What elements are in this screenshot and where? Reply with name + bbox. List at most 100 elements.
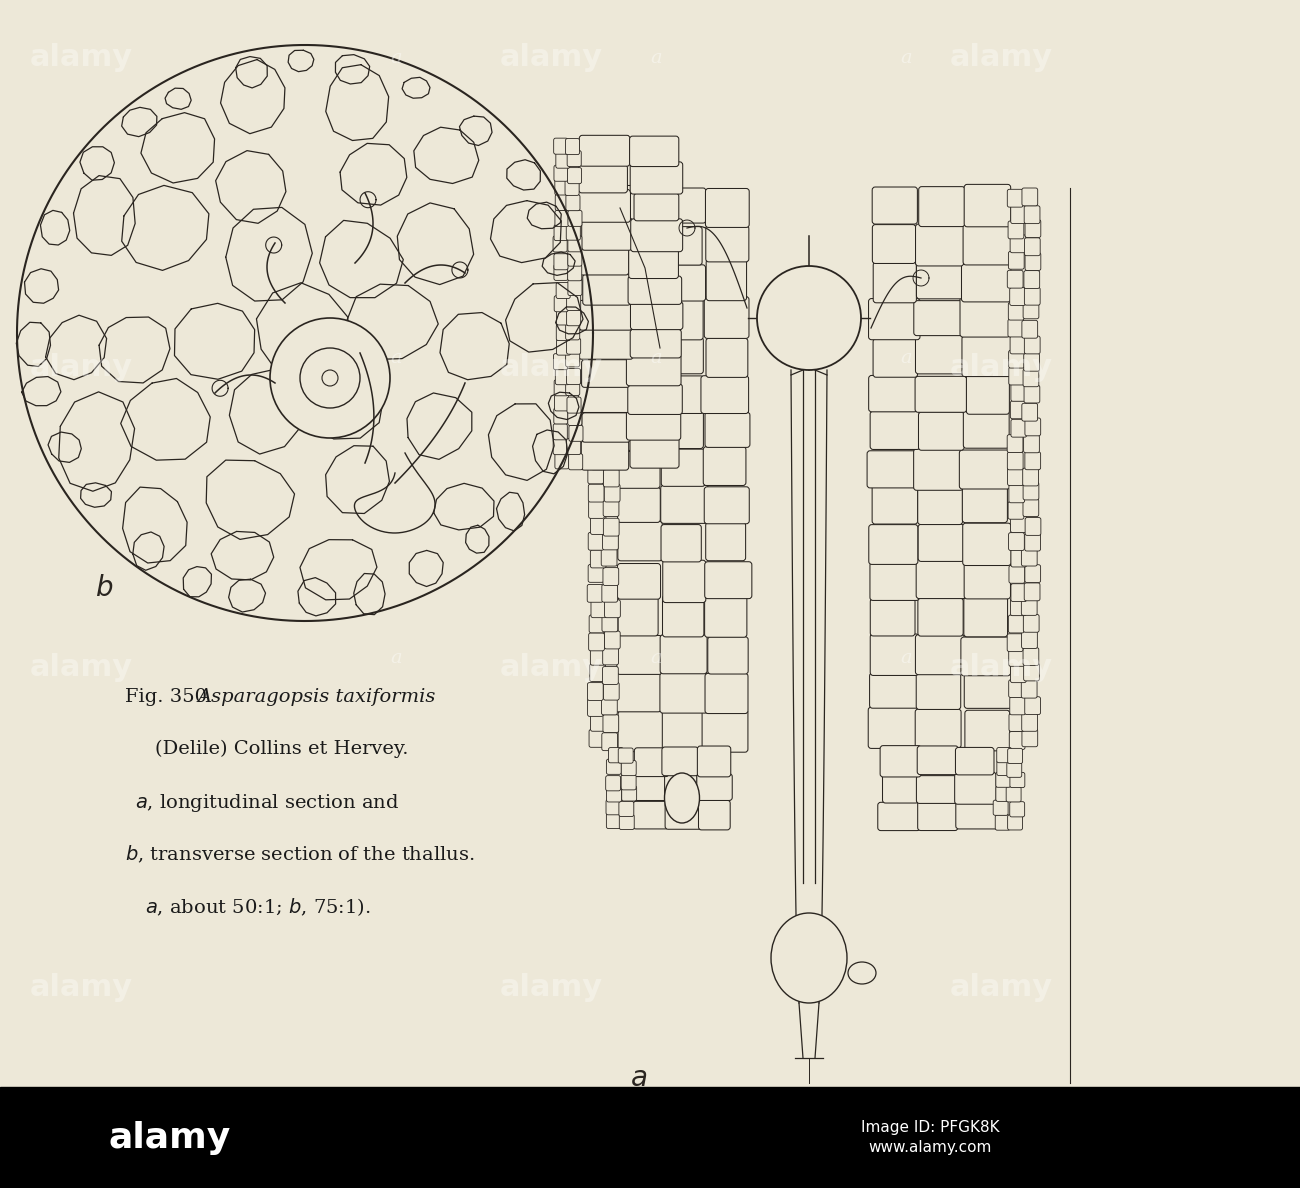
Text: $a$: $a$: [630, 1064, 647, 1092]
FancyBboxPatch shape: [1006, 786, 1021, 802]
FancyBboxPatch shape: [602, 353, 617, 371]
FancyBboxPatch shape: [1008, 468, 1023, 486]
FancyBboxPatch shape: [872, 225, 915, 264]
FancyBboxPatch shape: [914, 301, 965, 335]
Text: (Delile) Collins et Hervey.: (Delile) Collins et Hervey.: [155, 740, 408, 758]
FancyBboxPatch shape: [701, 375, 749, 413]
FancyBboxPatch shape: [880, 746, 922, 777]
FancyBboxPatch shape: [554, 254, 568, 270]
FancyBboxPatch shape: [590, 354, 607, 372]
FancyBboxPatch shape: [1009, 532, 1024, 550]
FancyBboxPatch shape: [697, 773, 732, 801]
FancyBboxPatch shape: [634, 747, 670, 777]
FancyBboxPatch shape: [590, 238, 606, 255]
FancyBboxPatch shape: [1026, 518, 1041, 536]
FancyBboxPatch shape: [965, 184, 1010, 227]
FancyBboxPatch shape: [660, 634, 707, 674]
FancyBboxPatch shape: [590, 367, 606, 385]
FancyBboxPatch shape: [554, 296, 568, 311]
FancyBboxPatch shape: [1024, 385, 1040, 403]
Polygon shape: [25, 268, 58, 303]
FancyBboxPatch shape: [1008, 451, 1023, 469]
FancyBboxPatch shape: [1023, 468, 1039, 486]
FancyBboxPatch shape: [702, 709, 747, 752]
FancyBboxPatch shape: [630, 162, 682, 194]
FancyBboxPatch shape: [959, 296, 1010, 337]
FancyBboxPatch shape: [604, 304, 620, 322]
FancyBboxPatch shape: [578, 247, 629, 274]
Polygon shape: [506, 283, 582, 352]
FancyBboxPatch shape: [632, 773, 668, 801]
FancyBboxPatch shape: [1024, 206, 1040, 223]
FancyBboxPatch shape: [601, 548, 618, 565]
FancyBboxPatch shape: [568, 210, 582, 227]
FancyBboxPatch shape: [1009, 485, 1024, 503]
FancyBboxPatch shape: [870, 562, 919, 600]
FancyBboxPatch shape: [706, 339, 748, 378]
FancyBboxPatch shape: [621, 785, 637, 801]
Text: $a$, about 50:1; $b$, 75:1).: $a$, about 50:1; $b$, 75:1).: [146, 896, 370, 918]
FancyBboxPatch shape: [618, 710, 663, 752]
FancyBboxPatch shape: [581, 217, 632, 251]
FancyBboxPatch shape: [602, 666, 619, 684]
FancyBboxPatch shape: [555, 179, 569, 195]
Text: Fig. 350: Fig. 350: [125, 688, 213, 706]
FancyBboxPatch shape: [706, 523, 746, 561]
FancyBboxPatch shape: [918, 598, 963, 636]
FancyBboxPatch shape: [569, 425, 582, 441]
FancyBboxPatch shape: [589, 500, 604, 518]
Polygon shape: [434, 484, 494, 530]
FancyBboxPatch shape: [568, 454, 582, 469]
FancyBboxPatch shape: [705, 562, 751, 599]
FancyBboxPatch shape: [1009, 680, 1024, 697]
FancyBboxPatch shape: [705, 595, 747, 637]
Text: alamy: alamy: [500, 44, 603, 72]
FancyBboxPatch shape: [603, 682, 619, 700]
FancyBboxPatch shape: [965, 710, 1010, 751]
FancyBboxPatch shape: [568, 168, 581, 184]
FancyBboxPatch shape: [619, 335, 659, 375]
FancyBboxPatch shape: [915, 377, 967, 412]
FancyBboxPatch shape: [1022, 403, 1037, 421]
Text: a: a: [650, 649, 662, 666]
FancyBboxPatch shape: [592, 451, 607, 469]
FancyBboxPatch shape: [615, 298, 663, 340]
FancyBboxPatch shape: [963, 598, 1008, 637]
FancyBboxPatch shape: [618, 563, 660, 599]
FancyBboxPatch shape: [588, 584, 603, 602]
Text: Image ID: PFGK8K
www.alamy.com: Image ID: PFGK8K www.alamy.com: [861, 1120, 1000, 1155]
FancyBboxPatch shape: [1023, 353, 1040, 371]
FancyBboxPatch shape: [628, 276, 681, 304]
FancyBboxPatch shape: [660, 188, 706, 223]
Circle shape: [270, 318, 390, 438]
FancyBboxPatch shape: [603, 469, 619, 487]
FancyBboxPatch shape: [919, 412, 965, 450]
FancyBboxPatch shape: [590, 517, 606, 535]
Polygon shape: [235, 57, 268, 88]
FancyBboxPatch shape: [1008, 221, 1024, 239]
FancyBboxPatch shape: [1008, 633, 1023, 651]
Polygon shape: [490, 201, 562, 263]
FancyBboxPatch shape: [697, 746, 731, 777]
FancyBboxPatch shape: [1010, 400, 1026, 418]
FancyBboxPatch shape: [872, 484, 918, 524]
FancyBboxPatch shape: [556, 309, 571, 326]
Text: a: a: [650, 49, 662, 67]
FancyBboxPatch shape: [662, 227, 702, 265]
FancyBboxPatch shape: [1022, 548, 1037, 565]
FancyBboxPatch shape: [578, 329, 633, 359]
FancyBboxPatch shape: [606, 759, 621, 775]
FancyBboxPatch shape: [1010, 598, 1026, 615]
FancyBboxPatch shape: [589, 729, 604, 747]
FancyBboxPatch shape: [1024, 696, 1040, 714]
FancyBboxPatch shape: [554, 138, 568, 154]
FancyBboxPatch shape: [590, 221, 606, 240]
FancyBboxPatch shape: [996, 815, 1010, 830]
Text: alamy: alamy: [109, 1120, 231, 1155]
FancyBboxPatch shape: [567, 225, 580, 240]
FancyBboxPatch shape: [554, 424, 567, 440]
Polygon shape: [320, 221, 403, 298]
FancyBboxPatch shape: [554, 438, 567, 455]
FancyBboxPatch shape: [963, 523, 1011, 565]
FancyBboxPatch shape: [1009, 252, 1024, 270]
